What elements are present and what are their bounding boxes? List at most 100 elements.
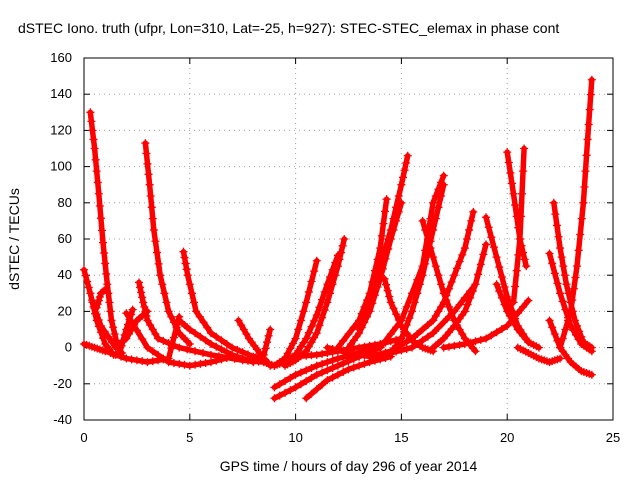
data-point-marker <box>355 361 364 370</box>
data-point-marker <box>466 293 475 302</box>
data-point-marker <box>434 307 443 316</box>
data-point-marker <box>556 244 565 253</box>
data-point-marker <box>410 298 419 307</box>
data-point-marker <box>185 339 194 348</box>
data-point-marker <box>312 311 321 320</box>
data-point-marker <box>307 389 316 398</box>
data-point-marker <box>458 330 467 339</box>
data-point-marker <box>119 336 128 345</box>
data-point-marker <box>93 300 102 309</box>
data-point-marker <box>349 323 358 332</box>
data-point-marker <box>482 240 491 249</box>
data-point-marker <box>323 376 332 385</box>
data-point-marker <box>239 325 248 334</box>
data-point-marker <box>583 135 592 144</box>
data-point-marker <box>511 282 520 291</box>
data-point-marker <box>325 289 334 298</box>
data-point-marker <box>335 255 344 264</box>
data-point-marker <box>307 373 316 382</box>
data-point-marker <box>286 386 295 395</box>
data-point-marker <box>86 108 95 117</box>
data-point-marker <box>97 226 106 235</box>
data-point-marker <box>552 221 561 230</box>
series-curve <box>513 343 565 367</box>
data-point-marker <box>382 280 391 289</box>
data-point-marker <box>337 248 346 257</box>
data-point-marker <box>132 356 141 365</box>
data-point-marker <box>392 323 401 332</box>
data-point-marker <box>554 232 563 241</box>
data-point-marker <box>312 256 321 265</box>
data-point-marker <box>333 370 342 379</box>
data-point-marker <box>492 253 501 262</box>
data-point-marker <box>139 298 148 307</box>
data-point-marker <box>460 339 469 348</box>
data-point-marker <box>423 332 432 341</box>
data-point-marker <box>471 337 480 346</box>
data-point-marker <box>185 361 194 370</box>
data-point-marker <box>551 210 560 219</box>
data-point-marker <box>158 280 167 289</box>
y-tick-label: -20 <box>53 376 72 391</box>
data-point-marker <box>105 298 114 307</box>
data-point-marker <box>413 289 422 298</box>
data-point-marker <box>201 358 210 367</box>
data-point-marker <box>407 343 416 352</box>
data-point-marker <box>80 265 88 274</box>
data-point-marker <box>117 352 126 361</box>
data-point-marker <box>431 214 440 223</box>
data-point-marker <box>144 170 153 179</box>
y-tick-label: 120 <box>50 122 72 137</box>
data-point-marker <box>172 323 181 332</box>
data-point-marker <box>120 330 129 339</box>
data-point-marker <box>355 352 364 361</box>
data-point-marker <box>146 320 155 329</box>
data-point-marker <box>437 302 446 311</box>
axis-ticks: 0 5 10 15 20 25 -40 -20 0 20 40 60 80 100 120 140 160 <box>50 50 620 445</box>
data-point-marker <box>355 343 364 352</box>
data-point-marker <box>117 341 126 350</box>
data-point-marker <box>497 325 506 334</box>
data-point-marker <box>386 349 395 358</box>
data-point-marker <box>421 259 430 268</box>
data-point-marker <box>275 391 284 400</box>
data-point-marker <box>585 105 594 114</box>
data-point-marker <box>389 304 398 313</box>
series-curve <box>509 144 529 307</box>
data-point-marker <box>467 216 476 225</box>
data-point-marker <box>407 307 416 316</box>
data-point-marker <box>413 330 422 339</box>
data-point-marker <box>349 349 358 358</box>
data-point-marker <box>331 271 340 280</box>
data-point-marker <box>339 368 348 377</box>
data-point-marker <box>266 325 275 334</box>
data-point-marker <box>379 219 388 228</box>
data-point-marker <box>439 343 448 352</box>
data-point-marker <box>228 350 237 359</box>
data-point-marker <box>192 307 201 316</box>
data-point-marker <box>185 280 194 289</box>
data-point-marker <box>333 354 342 363</box>
data-point-marker <box>291 370 300 379</box>
data-point-marker <box>344 330 353 339</box>
data-point-marker <box>431 262 440 271</box>
data-point-marker <box>560 271 569 280</box>
data-point-marker <box>281 388 290 397</box>
data-point-marker <box>437 280 446 289</box>
data-point-marker <box>381 349 390 358</box>
data-point-marker <box>511 320 520 329</box>
data-point-marker <box>228 343 237 352</box>
data-point-marker <box>421 225 430 234</box>
data-point-marker <box>397 180 406 189</box>
data-point-marker <box>574 335 583 344</box>
data-point-marker <box>553 279 562 288</box>
data-point-marker <box>100 249 109 258</box>
data-point-marker <box>569 284 578 293</box>
data-point-marker <box>487 233 496 242</box>
data-point-marker <box>81 271 90 280</box>
data-point-marker <box>299 338 308 347</box>
data-point-marker <box>484 223 493 232</box>
data-point-marker <box>474 270 483 279</box>
data-point-marker <box>191 347 200 356</box>
data-point-marker <box>122 309 131 318</box>
